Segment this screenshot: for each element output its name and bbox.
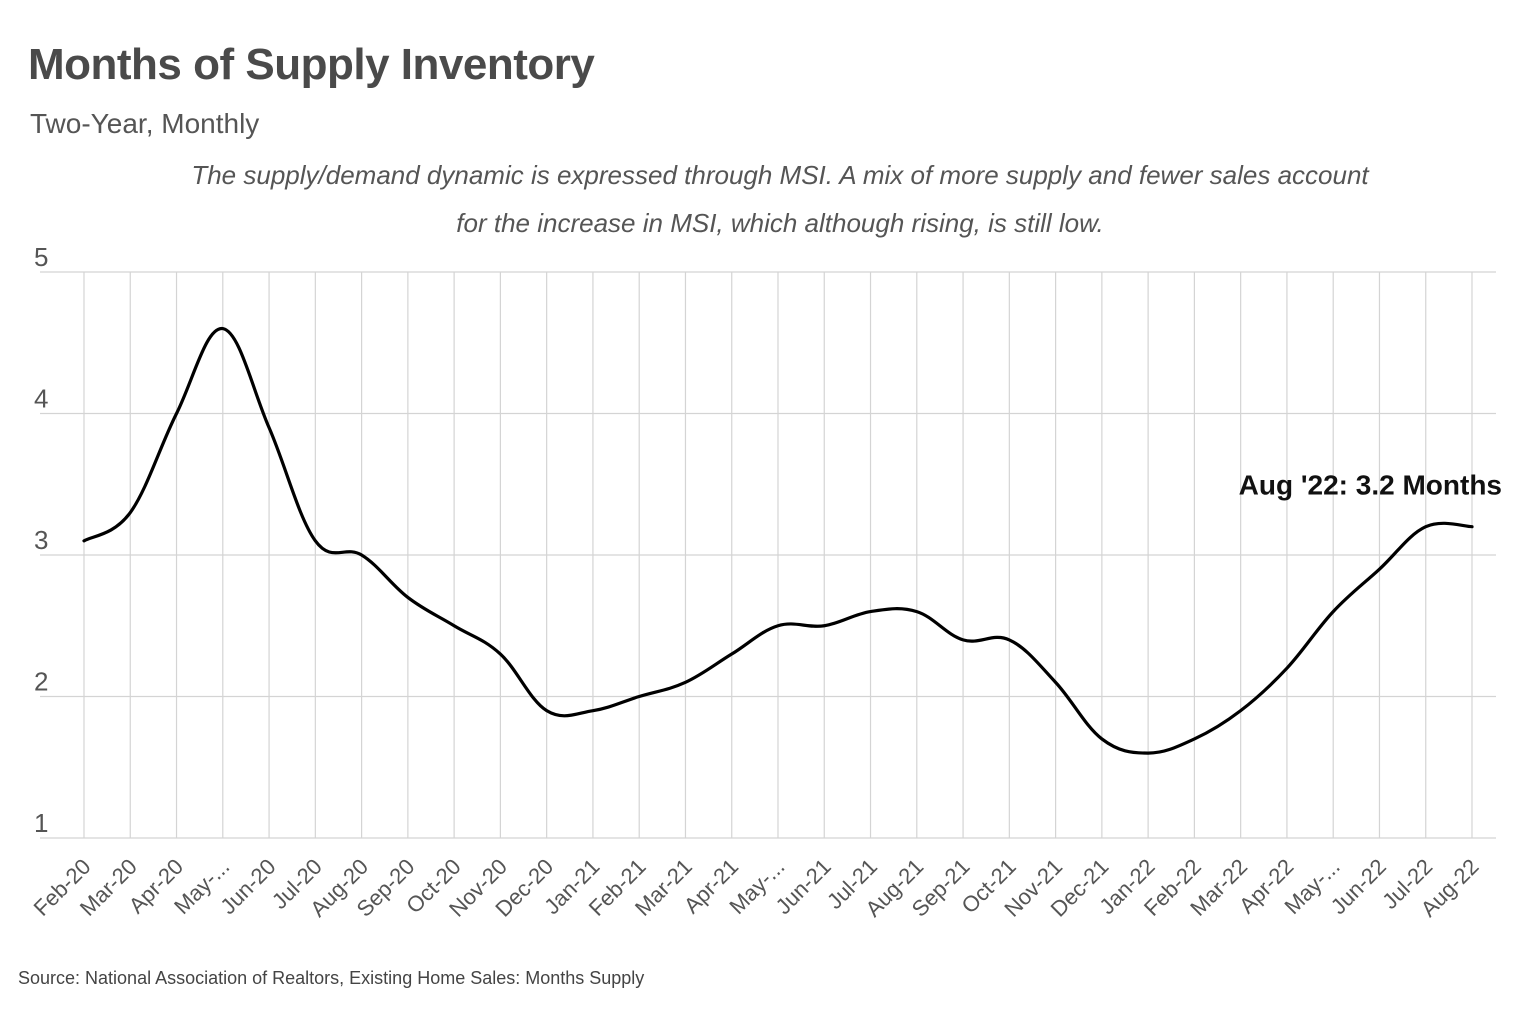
data-point-Sep-21 [961, 638, 965, 642]
annotation-label: Aug '22: 3.2 Months [1239, 470, 1502, 501]
chart-note-line-1: The supply/demand dynamic is expressed t… [191, 160, 1369, 190]
data-point-Jul-20 [313, 539, 317, 543]
horizontal-gridlines [40, 271, 1496, 839]
y-tick-label: 3 [34, 525, 48, 555]
y-tick-label: 2 [34, 667, 48, 697]
data-point-May-... [221, 327, 225, 331]
chart-note-line-2: for the increase in MSI, which although … [456, 208, 1104, 238]
data-point-Mar-21 [683, 680, 687, 684]
chart-title: Months of Supply Inventory [28, 40, 595, 89]
data-point-Feb-20 [82, 539, 86, 543]
series-group [82, 327, 1474, 755]
data-point-Oct-21 [1007, 638, 1011, 642]
y-tick-label: 4 [34, 384, 48, 414]
data-point-Dec-21 [1100, 737, 1104, 741]
y-tick-label: 5 [34, 242, 48, 272]
data-point-Apr-22 [1285, 666, 1289, 670]
data-point-May-... [1331, 610, 1335, 614]
data-point-Feb-21 [637, 695, 641, 699]
data-point-Dec-20 [545, 709, 549, 713]
data-point-Jun-21 [822, 624, 826, 628]
source-note: Source: National Association of Realtors… [18, 968, 645, 988]
data-point-Mar-22 [1239, 709, 1243, 713]
data-point-Jun-22 [1377, 567, 1381, 571]
data-point-May-... [776, 624, 780, 628]
chart-subtitle: Two-Year, Monthly [30, 108, 260, 139]
vertical-gridlines [83, 272, 1473, 838]
annotation-group: Aug '22: 3.2 Months [1239, 470, 1502, 501]
data-point-Aug-22 [1470, 525, 1474, 529]
data-point-Jul-21 [869, 610, 873, 614]
data-point-Jun-20 [267, 426, 271, 430]
data-point-Feb-22 [1192, 737, 1196, 741]
data-point-Apr-21 [730, 652, 734, 656]
data-point-Nov-21 [1054, 680, 1058, 684]
data-point-Jan-21 [591, 709, 595, 713]
data-point-Sep-20 [406, 595, 410, 599]
y-tick-label: 1 [34, 808, 48, 838]
data-point-Aug-21 [915, 610, 919, 614]
data-point-Nov-20 [498, 652, 502, 656]
series-line-months-supply [82, 327, 1474, 755]
x-axis-tick-labels: Feb-20Mar-20Apr-20May-...Jun-20Jul-20Aug… [29, 854, 1484, 922]
data-point-Jul-22 [1424, 525, 1428, 529]
data-point-Aug-20 [360, 553, 364, 557]
y-axis-tick-labels: 1 2 3 4 5 [34, 242, 48, 838]
data-point-Mar-20 [128, 511, 132, 515]
data-point-Oct-20 [452, 624, 456, 628]
data-point-Jan-22 [1146, 751, 1150, 755]
data-point-Apr-20 [175, 412, 179, 416]
